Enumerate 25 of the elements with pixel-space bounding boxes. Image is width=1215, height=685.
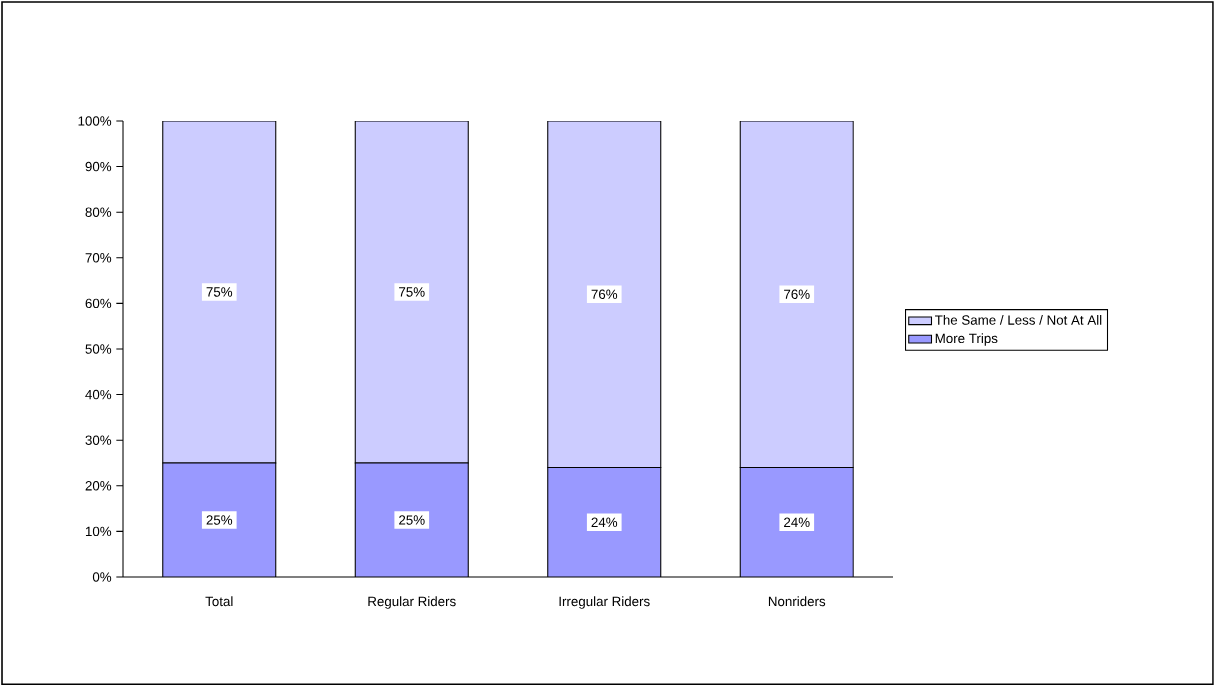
data-label: 24% (591, 517, 618, 527)
y-tick-label: 80% (85, 207, 112, 217)
data-label: 76% (784, 289, 810, 299)
y-tick-label: 90% (85, 161, 112, 172)
y-tick-label: 10% (85, 526, 112, 537)
legend-label: More Trips (935, 333, 998, 346)
x-tick-label: Regular Riders (368, 596, 456, 609)
y-tick-label: 40% (85, 389, 112, 400)
data-label: 25% (399, 515, 425, 525)
data-label: 24% (784, 517, 810, 527)
x-tick-label: Nonriders (768, 596, 826, 607)
data-label: 25% (206, 515, 233, 525)
y-tick-label: 30% (85, 435, 112, 445)
x-tick-label: Total (205, 596, 233, 607)
y-tick-label: 100% (78, 116, 112, 126)
data-label: 76% (591, 289, 618, 299)
y-tick-label: 0% (92, 572, 112, 582)
y-tick-label: 70% (85, 253, 112, 263)
x-tick-label: Irregular Riders (559, 596, 650, 609)
y-tick-label: 60% (85, 298, 112, 309)
legend-label: The Same / Less / Not At All (934, 314, 1102, 325)
y-tick-label: 50% (85, 344, 112, 354)
data-label: 75% (206, 287, 233, 297)
y-tick-label: 20% (85, 481, 112, 491)
data-label: 75% (399, 287, 425, 297)
